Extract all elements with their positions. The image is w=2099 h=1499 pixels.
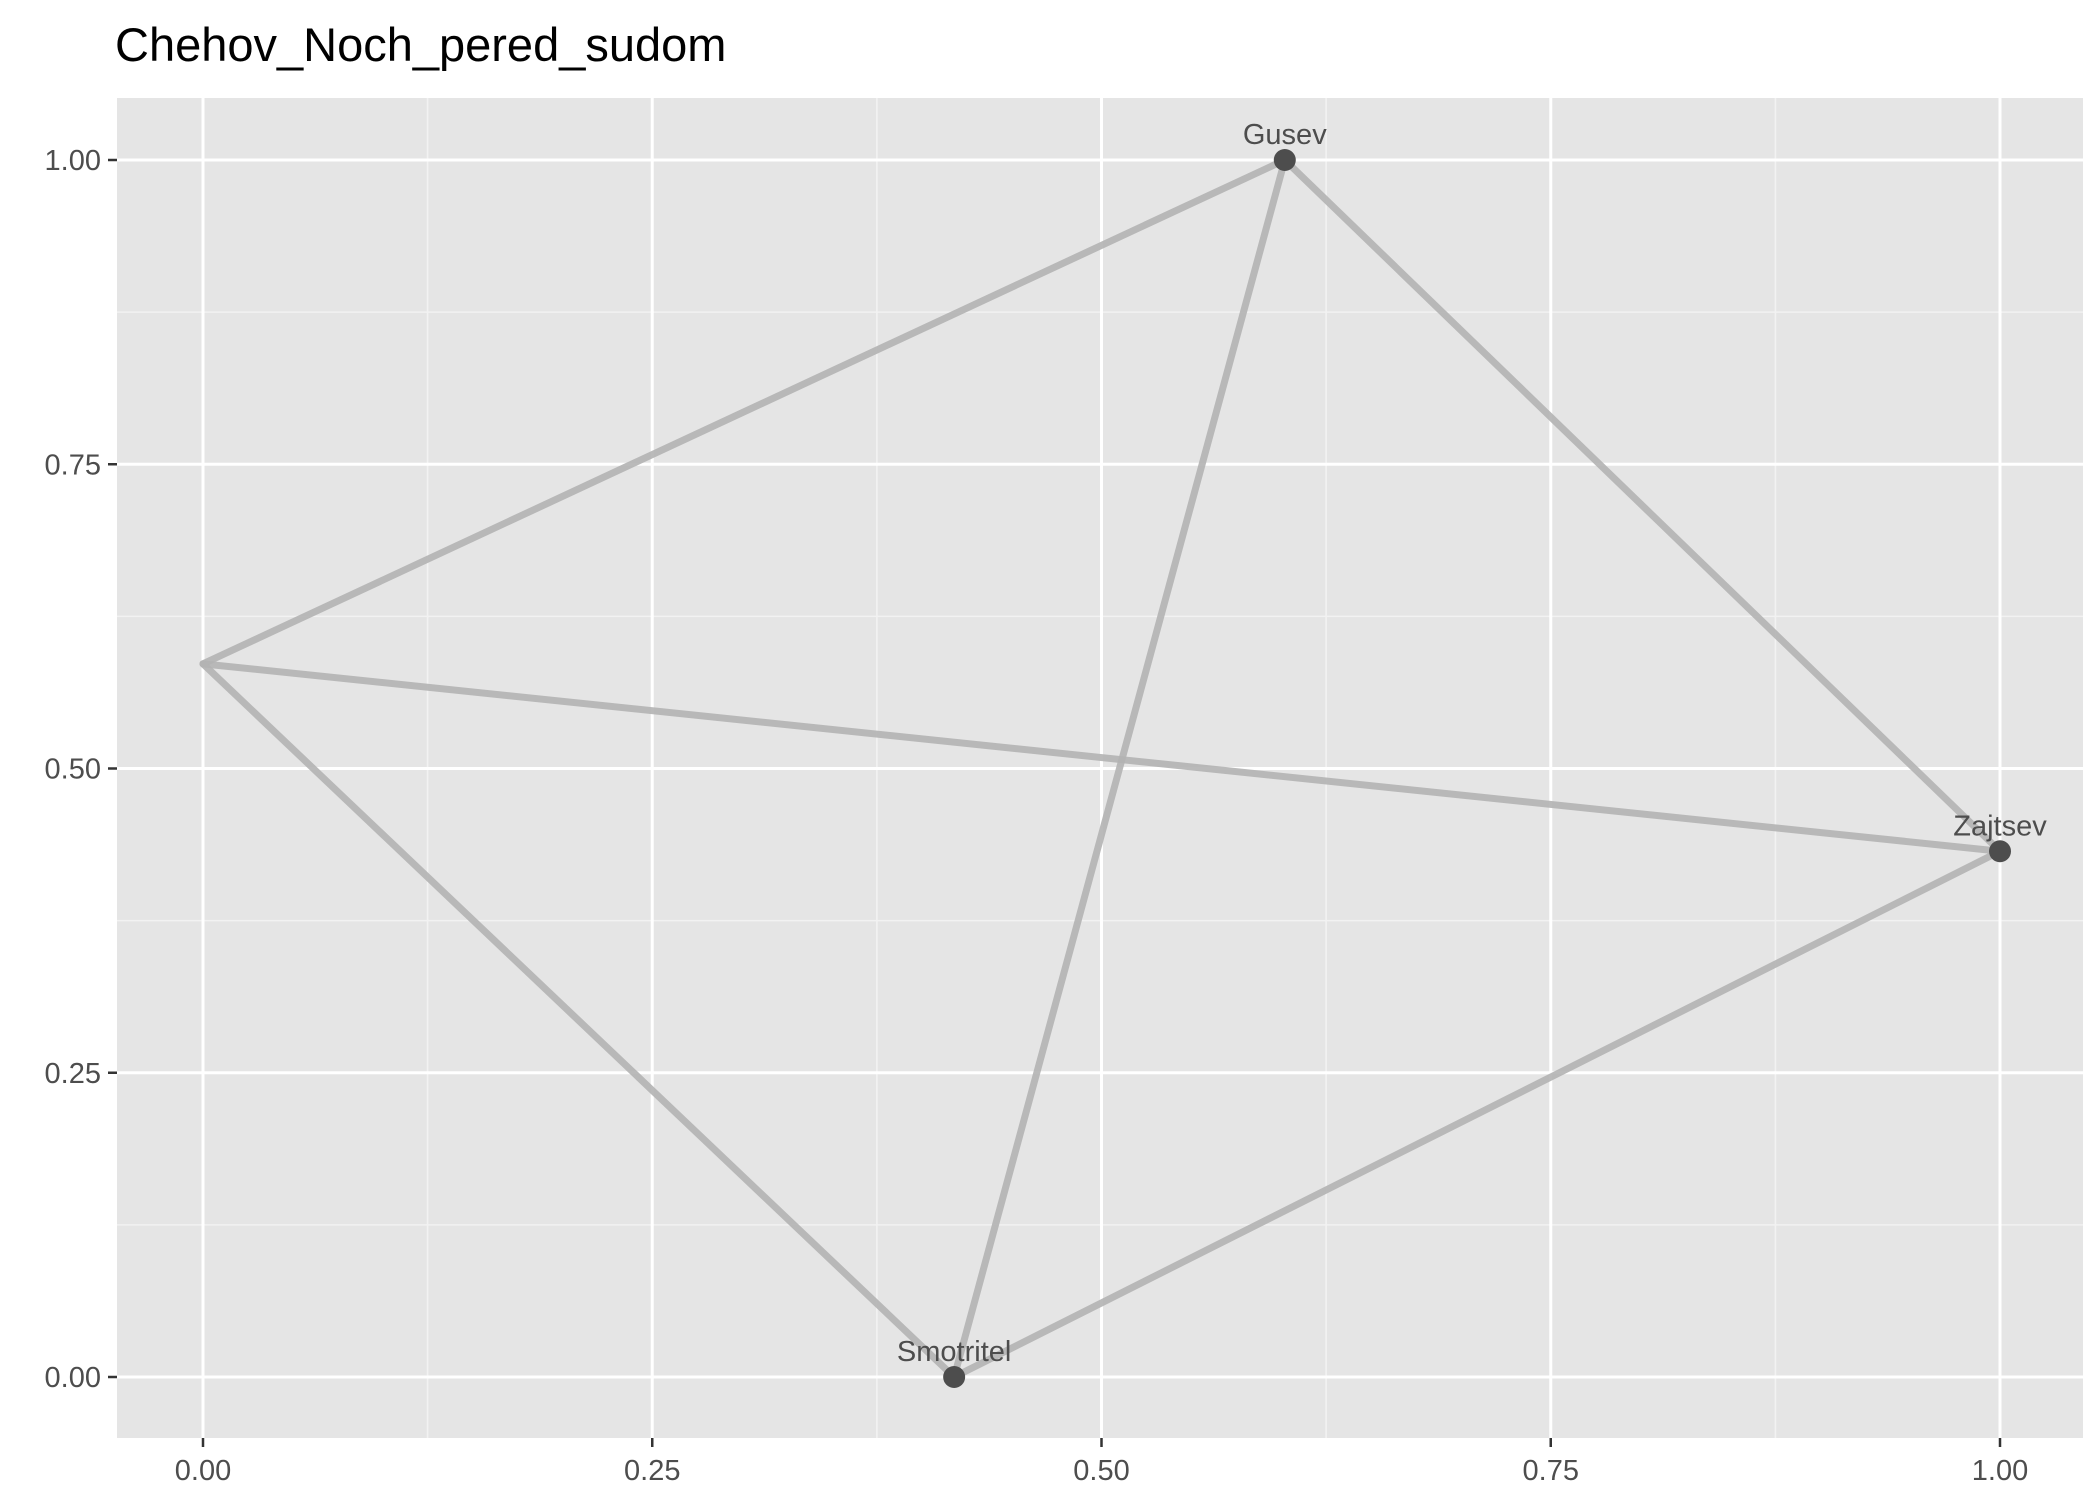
node-labels: Gusev Zajtsev Smotritel: [897, 119, 2047, 1368]
y-axis: 0.00 0.25 0.50 0.75 1.00: [45, 145, 117, 1394]
node-label-zajtsev: Zajtsev: [1953, 810, 2047, 842]
network-nodes: [200, 149, 2011, 1388]
major-gridlines: [117, 98, 2083, 1438]
x-tick-label: 0.00: [175, 1455, 231, 1487]
x-tick-label: 1.00: [1972, 1455, 2028, 1487]
edge-unlabeled-zajtsev: [199, 660, 2004, 855]
chart-title: Chehov_Noch_pered_sudom: [115, 18, 726, 71]
edge-smotritel-zajtsev: [950, 847, 2004, 1381]
node-zajtsev: [1989, 840, 2011, 863]
y-tick-label: 1.00: [45, 145, 101, 177]
edge-gusev-zajtsev: [1281, 156, 2004, 855]
node-label-smotritel: Smotritel: [897, 1336, 1011, 1368]
network-edges: [199, 156, 2004, 1381]
edge-unlabeled-gusev: [199, 156, 1289, 668]
x-axis: 0.00 0.25 0.50 0.75 1.00: [175, 1438, 2028, 1487]
edge-gusev-smotritel: [950, 156, 1289, 1381]
y-tick-label: 0.25: [45, 1058, 101, 1090]
y-tick-label: 0.75: [45, 449, 101, 481]
x-tick-label: 0.75: [1523, 1455, 1579, 1487]
y-tick-label: 0.50: [45, 754, 101, 786]
node-smotritel: [943, 1366, 966, 1388]
x-tick-label: 0.25: [624, 1455, 680, 1487]
node-gusev: [1273, 149, 1296, 171]
y-tick-label: 0.00: [45, 1362, 101, 1394]
x-tick-label: 0.50: [1073, 1455, 1129, 1487]
edge-unlabeled-smotritel: [199, 660, 958, 1381]
node-unlabeled: [200, 660, 206, 667]
node-label-gusev: Gusev: [1243, 119, 1327, 151]
